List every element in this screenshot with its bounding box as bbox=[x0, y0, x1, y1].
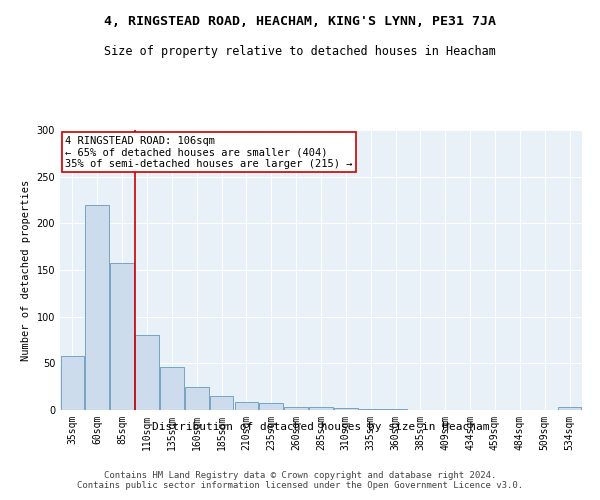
Bar bbox=[384, 409, 407, 410]
Bar bbox=[210, 396, 233, 410]
Bar bbox=[85, 204, 109, 410]
Bar bbox=[284, 407, 308, 410]
Bar bbox=[359, 409, 383, 410]
Text: Size of property relative to detached houses in Heacham: Size of property relative to detached ho… bbox=[104, 45, 496, 58]
Bar bbox=[558, 407, 581, 410]
Text: 4 RINGSTEAD ROAD: 106sqm
← 65% of detached houses are smaller (404)
35% of semi-: 4 RINGSTEAD ROAD: 106sqm ← 65% of detach… bbox=[65, 136, 353, 169]
Bar bbox=[259, 402, 283, 410]
Bar bbox=[309, 407, 333, 410]
Y-axis label: Number of detached properties: Number of detached properties bbox=[21, 180, 31, 360]
Text: 4, RINGSTEAD ROAD, HEACHAM, KING'S LYNN, PE31 7JA: 4, RINGSTEAD ROAD, HEACHAM, KING'S LYNN,… bbox=[104, 15, 496, 28]
Bar bbox=[185, 386, 209, 410]
Bar bbox=[160, 367, 184, 410]
Text: Distribution of detached houses by size in Heacham: Distribution of detached houses by size … bbox=[152, 422, 490, 432]
Bar bbox=[334, 408, 358, 410]
Bar bbox=[135, 336, 159, 410]
Bar bbox=[110, 264, 134, 410]
Bar bbox=[235, 402, 258, 410]
Text: Contains HM Land Registry data © Crown copyright and database right 2024.
Contai: Contains HM Land Registry data © Crown c… bbox=[77, 470, 523, 490]
Bar bbox=[61, 356, 84, 410]
